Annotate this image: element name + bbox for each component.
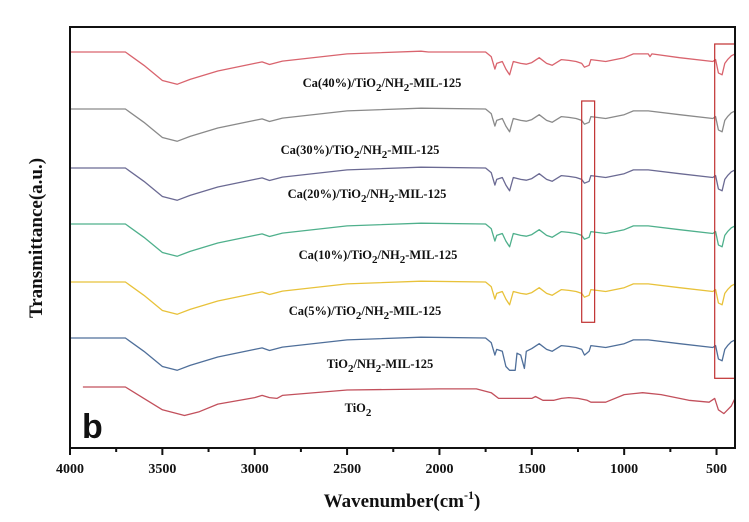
series-label-part: 2 — [376, 363, 382, 375]
series-label-part: -MIL-125 — [409, 76, 461, 90]
series-label-1: Ca(30%)/TiO2/NH2-MIL-125 — [281, 143, 440, 161]
series-label-part: 2 — [382, 149, 388, 161]
panel-label: b — [82, 408, 103, 446]
series-label-4: Ca(5%)/TiO2/NH2-MIL-125 — [289, 304, 441, 322]
series-label-part: /NH — [366, 187, 390, 201]
series-label-6: TiO2 — [345, 401, 372, 419]
series-label-part: /NH — [353, 357, 377, 371]
series-label-part: 2 — [366, 407, 372, 419]
x-tick-label: 1500 — [518, 462, 546, 477]
x-axis-title-close: ) — [474, 491, 480, 512]
x-tick-label: 1000 — [610, 462, 638, 477]
x-tick-label: 4000 — [56, 462, 84, 477]
series-label-part: 2 — [354, 149, 360, 161]
x-tick-label: 3500 — [148, 462, 176, 477]
series-label-part: Ca(20%)/TiO — [288, 187, 362, 201]
series-label-5: TiO2/NH2-MIL-125 — [327, 357, 434, 375]
x-axis-title-sup: -1 — [464, 488, 474, 502]
series-label-part: -MIL-125 — [394, 187, 446, 201]
series-label-part: 2 — [404, 82, 410, 94]
x-tick-label: 2500 — [333, 462, 361, 477]
series-label-part: 2 — [356, 310, 362, 322]
spectrum-line-1 — [70, 107, 736, 142]
spectrum-line-2 — [70, 166, 736, 201]
x-tick-label: 500 — [706, 462, 727, 477]
series-label-part: 2 — [389, 193, 395, 205]
series-label-part: /NH — [359, 143, 383, 157]
series-label-part: TiO — [345, 401, 367, 415]
series-label-part: 2 — [376, 82, 382, 94]
series-label-part: Ca(40%)/TiO — [303, 76, 377, 90]
y-axis-title: Transmittance(a.u.) — [26, 158, 47, 318]
highlight-box-1 — [714, 43, 736, 379]
series-label-2: Ca(20%)/TiO2/NH2-MIL-125 — [288, 187, 447, 205]
series-label-part: 2 — [361, 193, 367, 205]
x-axis-title-main: Wavenumber(cm — [324, 491, 465, 512]
series-label-part: -MIL-125 — [381, 357, 433, 371]
x-tick-label: 2000 — [425, 462, 453, 477]
series-label-part: -MIL-125 — [405, 248, 457, 262]
series-label-3: Ca(10%)/TiO2/NH2-MIL-125 — [299, 248, 458, 266]
series-label-part: -MIL-125 — [389, 304, 441, 318]
series-label-part: 2 — [348, 363, 354, 375]
spectrum-line-5 — [70, 336, 736, 371]
spectrum-line-6 — [82, 386, 736, 417]
plot-frame — [69, 26, 736, 449]
spectrum-line-4 — [70, 280, 736, 315]
highlight-boxes — [581, 43, 736, 379]
x-axis-title: Wavenumber(cm-1) — [324, 488, 481, 512]
highlight-box-0 — [581, 100, 596, 323]
series-label-part: /NH — [377, 248, 401, 262]
series-labels: Ca(40%)/TiO2/NH2-MIL-125Ca(30%)/TiO2/NH2… — [281, 76, 462, 419]
series-label-part: /NH — [360, 304, 384, 318]
series-label-part: /NH — [381, 76, 405, 90]
series-label-part: Ca(5%)/TiO — [289, 304, 356, 318]
series-label-part: 2 — [400, 254, 406, 266]
series-label-part: TiO — [327, 357, 349, 371]
series-label-part: 2 — [384, 310, 390, 322]
series-label-part: 2 — [372, 254, 378, 266]
series-label-part: Ca(30%)/TiO — [281, 143, 355, 157]
series-label-part: Ca(10%)/TiO — [299, 248, 373, 262]
x-axis-ticks: 4000 3500 3000 2500 2000 1500 1000 500 — [56, 448, 727, 477]
spectrum-line-0 — [70, 50, 736, 85]
spectra-group — [70, 50, 736, 417]
series-label-part: -MIL-125 — [387, 143, 439, 157]
x-tick-label: 3000 — [241, 462, 269, 477]
series-label-0: Ca(40%)/TiO2/NH2-MIL-125 — [303, 76, 462, 94]
spectrum-line-3 — [70, 222, 736, 257]
